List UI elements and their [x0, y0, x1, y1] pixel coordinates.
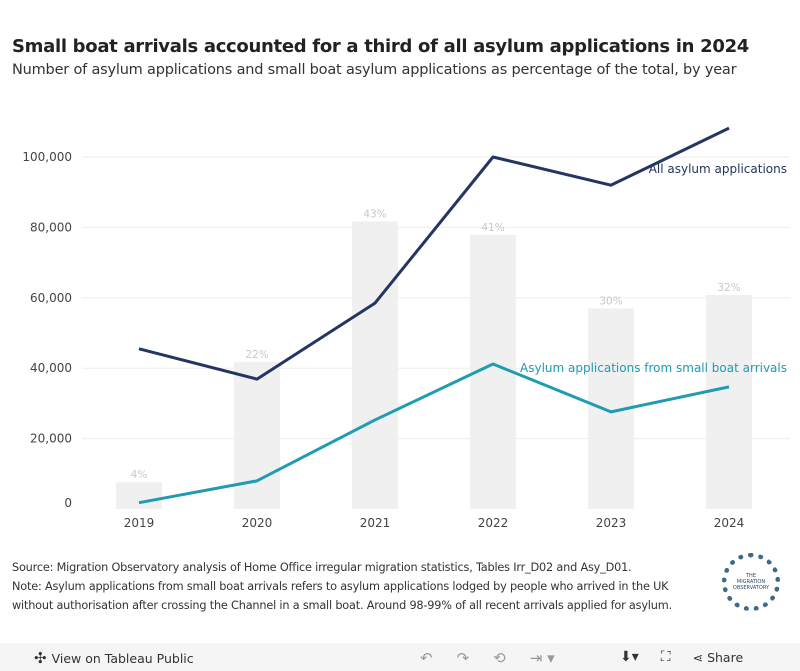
share-icon: ⋖	[692, 649, 704, 665]
view-on-tableau-link[interactable]: ✣ View on Tableau Public	[34, 649, 194, 667]
y-tick-label: 40,000	[30, 361, 72, 375]
x-tick-label: 2021	[360, 516, 391, 530]
bar-label: 32%	[717, 282, 740, 294]
bar-label: 22%	[245, 349, 268, 361]
redo-icon[interactable]: ↷	[456, 649, 470, 667]
note-text-2: without authorisation after crossing the…	[12, 599, 672, 612]
chart: 0 20,000 40,000 60,000 80,000 100,000 4% 22% 43%…	[22, 126, 790, 530]
y-tick-label: 20,000	[30, 432, 72, 446]
x-tick-label: 2024	[714, 516, 745, 530]
pause-icon[interactable]: ⇥ ▾	[529, 649, 555, 667]
tableau-toolbar: ✣ View on Tableau Public ↶ ↷ ⟲ ⇥ ▾ ⬇▾ ⛶ …	[0, 643, 800, 671]
series-label: Asylum applications from small boat arri…	[520, 361, 787, 375]
x-tick-label: 2019	[124, 516, 155, 530]
x-tick-label: 2023	[596, 516, 627, 530]
bar-label: 41%	[481, 222, 504, 234]
y-tick-label: 100,000	[22, 150, 72, 164]
series-line	[138, 362, 730, 505]
bar-label: 4%	[131, 469, 148, 481]
view-on-tableau-label: View on Tableau Public	[51, 650, 194, 666]
bar-label: 30%	[599, 295, 622, 307]
revert-icon[interactable]: ⟲	[493, 649, 506, 667]
download-icon[interactable]: ⬇▾	[620, 649, 639, 665]
tableau-icon: ✣	[34, 649, 47, 667]
y-tick-label: 0	[64, 496, 72, 510]
share-button[interactable]: ⋖ Share	[693, 650, 744, 665]
series-line	[138, 126, 730, 381]
share-label: Share	[707, 649, 744, 665]
chart-title: Small boat arrivals accounted for a thir…	[12, 36, 750, 57]
y-tick-label: 60,000	[30, 291, 72, 305]
percentage-bar	[706, 294, 752, 509]
percentage-bar	[116, 482, 162, 509]
undo-icon[interactable]: ↶	[420, 649, 433, 667]
note-text-1: Note: Asylum applications from small boa…	[12, 580, 669, 593]
bar-label: 43%	[363, 208, 386, 220]
percentage-bar	[234, 361, 280, 509]
x-tick-label: 2020	[242, 516, 273, 530]
series-label: All asylum applications	[649, 162, 787, 176]
x-tick-label: 2022	[478, 516, 509, 530]
percentage-bar	[352, 221, 398, 509]
notes: Source: Migration Observatory analysis o…	[12, 558, 672, 615]
source-text: Source: Migration Observatory analysis o…	[12, 561, 632, 574]
chart-subtitle: Number of asylum applications and small …	[12, 62, 737, 78]
migration-observatory-logo: THE MIGRATION OBSERVATORY	[722, 553, 780, 611]
fullscreen-icon[interactable]: ⛶	[660, 649, 671, 665]
y-tick-label: 80,000	[30, 220, 72, 234]
